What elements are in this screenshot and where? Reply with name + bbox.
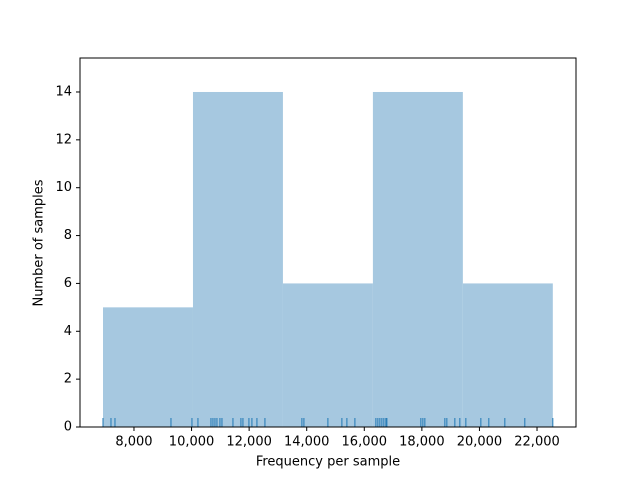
y-tick-label: 0: [64, 420, 72, 435]
y-axis-label: Number of samples: [32, 179, 47, 306]
x-axis-label: Frequency per sample: [256, 455, 400, 470]
x-tick-label: 12,000: [226, 435, 272, 450]
bar: [372, 91, 463, 428]
y-tick-label: 8: [64, 228, 72, 243]
bar: [462, 283, 553, 427]
y-tick-label: 4: [64, 324, 72, 339]
x-tick-label: 8,000: [115, 435, 152, 450]
axes-frame: [79, 57, 577, 428]
y-tick-label: 2: [64, 372, 72, 387]
x-tick-label: 18,000: [399, 435, 445, 450]
x-tick-label: 16,000: [342, 435, 388, 450]
bar: [192, 91, 283, 428]
x-tick-label: 10,000: [169, 435, 215, 450]
bar: [282, 283, 373, 427]
y-tick-label: 10: [55, 180, 72, 195]
y-tick-label: 14: [55, 84, 72, 99]
x-tick-label: 22,000: [514, 435, 560, 450]
y-tick-label: 12: [55, 132, 72, 147]
x-tick-label: 20,000: [457, 435, 503, 450]
y-tick-label: 6: [64, 276, 72, 291]
bar: [103, 307, 193, 427]
x-tick-label: 14,000: [284, 435, 330, 450]
